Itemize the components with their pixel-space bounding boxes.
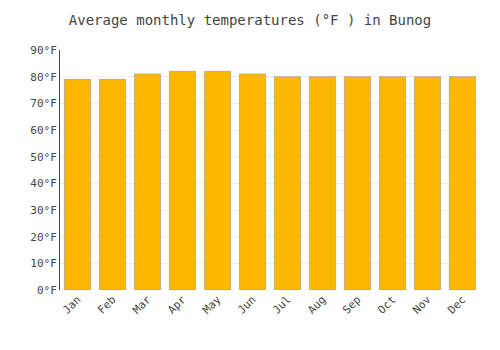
svg-text:70°F: 70°F <box>30 97 57 110</box>
svg-text:Mar: Mar <box>130 293 154 317</box>
svg-text:90°F: 90°F <box>30 44 57 57</box>
svg-text:30°F: 30°F <box>30 204 57 217</box>
svg-text:Average monthly temperatures (: Average monthly temperatures (°F ) in Bu… <box>69 12 431 28</box>
svg-text:Jul: Jul <box>270 293 293 316</box>
svg-text:0°F: 0°F <box>37 284 57 297</box>
svg-text:10°F: 10°F <box>30 257 57 270</box>
svg-text:20°F: 20°F <box>30 231 57 244</box>
svg-text:Jun: Jun <box>235 293 258 316</box>
svg-text:Nov: Nov <box>410 293 434 317</box>
svg-text:40°F: 40°F <box>30 177 57 190</box>
svg-text:80°F: 80°F <box>30 71 57 84</box>
svg-text:Sep: Sep <box>340 293 363 316</box>
svg-text:May: May <box>200 293 224 317</box>
svg-text:Dec: Dec <box>445 293 468 316</box>
svg-text:Oct: Oct <box>375 293 398 316</box>
svg-text:Aug: Aug <box>305 293 328 316</box>
svg-text:Apr: Apr <box>165 293 189 317</box>
svg-text:Feb: Feb <box>95 293 118 316</box>
svg-text:60°F: 60°F <box>30 124 57 137</box>
svg-text:Jan: Jan <box>60 293 83 316</box>
svg-text:50°F: 50°F <box>30 151 57 164</box>
